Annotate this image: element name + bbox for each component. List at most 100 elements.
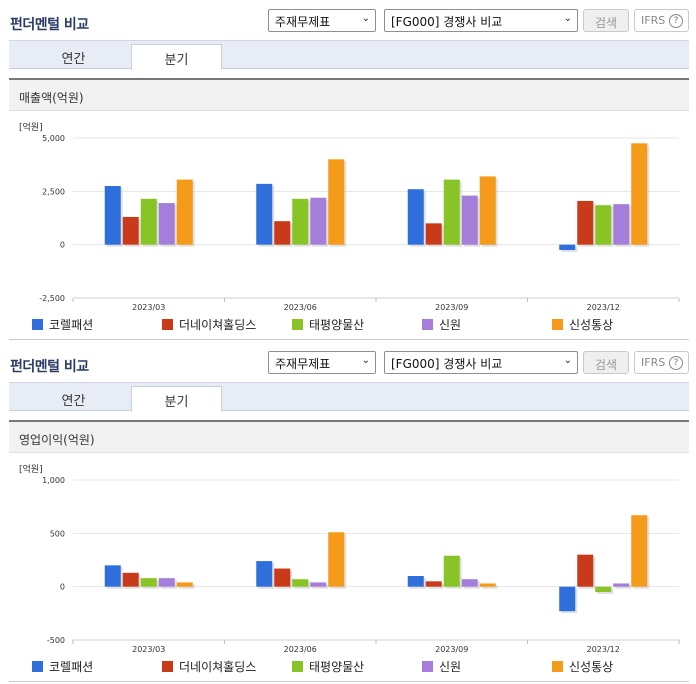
legend-item[interactable]: 신성통상: [552, 316, 613, 333]
legend-item[interactable]: 신성통상: [552, 658, 613, 675]
bar: [310, 197, 327, 245]
search-button[interactable]: 검색: [583, 9, 629, 32]
bar: [595, 586, 612, 592]
legend-item[interactable]: 신원: [422, 658, 461, 675]
compare-group-select[interactable]: [FG000] 경쟁사 비교 ⌄: [384, 9, 578, 32]
chart-header: 영업이익(억원): [9, 422, 689, 453]
bar: [577, 554, 594, 587]
bar: [613, 204, 630, 245]
compare-group-value: [FG000] 경쟁사 비교: [391, 15, 503, 29]
x-tick-label: 2023/06: [284, 645, 317, 654]
bar: [613, 583, 630, 587]
ifrs-button[interactable]: IFRS ?: [634, 9, 689, 32]
bar: [176, 179, 193, 245]
fundamental-section-sales: 펀더멘털 비교 주재무제표 ⌄ [FG000] 경쟁사 비교 ⌄ 검색 IFRS…: [9, 9, 689, 340]
bar: [631, 515, 648, 587]
fundamental-section-operating-profit: 펀더멘털 비교 주재무제표 ⌄ [FG000] 경쟁사 비교 ⌄ 검색 IFRS…: [0, 342, 696, 684]
legend-swatch: [552, 319, 563, 330]
bar: [104, 186, 121, 245]
search-button[interactable]: 검색: [583, 351, 629, 374]
bar: [158, 203, 175, 245]
legend-label: 코렐패션: [49, 660, 94, 674]
compare-group-select[interactable]: [FG000] 경쟁사 비교 ⌄: [384, 351, 578, 374]
legend-item[interactable]: 코렐패션: [32, 658, 93, 675]
section-title: 펀더멘털 비교: [10, 17, 89, 33]
ifrs-button[interactable]: IFRS ?: [634, 351, 689, 374]
tab-annual[interactable]: 연간: [61, 394, 86, 409]
ifrs-label: IFRS: [641, 356, 666, 369]
bar: [292, 198, 309, 245]
legend-swatch: [422, 661, 433, 672]
statement-type-value: 주재무제표: [275, 357, 331, 371]
x-tick-label: 2023/12: [587, 303, 620, 312]
bar: [577, 200, 594, 245]
bar: [256, 183, 273, 245]
x-tick-label: 2023/09: [435, 303, 468, 312]
bar: [328, 159, 345, 245]
legend-swatch: [292, 319, 303, 330]
bar: [256, 561, 273, 587]
tab-quarterly[interactable]: 분기: [131, 44, 222, 70]
chevron-down-icon: ⌄: [361, 13, 370, 24]
bar-shadow: [615, 585, 632, 589]
statement-type-value: 주재무제표: [275, 15, 331, 29]
bar: [479, 176, 496, 245]
legend-item[interactable]: 더네이쳐홀딩스: [162, 658, 256, 675]
section-title: 펀더멘털 비교: [10, 359, 89, 375]
statement-type-select[interactable]: 주재무제표 ⌄: [268, 351, 376, 374]
tab-annual[interactable]: 연간: [61, 52, 86, 67]
y-tick-label: 0: [60, 583, 65, 592]
legend-label: 더네이쳐홀딩스: [179, 660, 257, 674]
legend-item[interactable]: 코렐패션: [32, 316, 93, 333]
x-tick-label: 2023/03: [132, 645, 165, 654]
y-tick-label: 500: [50, 529, 65, 538]
help-icon[interactable]: ?: [669, 14, 683, 28]
bar: [443, 179, 460, 245]
bar: [274, 568, 291, 587]
x-tick-label: 2023/06: [284, 303, 317, 312]
chart-legend: 코렐패션 더네이쳐홀딩스 태평양물산 신원 신성통상: [32, 658, 672, 674]
bar: [479, 583, 496, 587]
bar-shadow: [481, 585, 498, 589]
bar: [140, 578, 157, 587]
bar: [176, 582, 193, 587]
legend-label: 태평양물산: [309, 660, 365, 674]
y-tick-label: 1,000: [42, 476, 65, 485]
statement-type-select[interactable]: 주재무제표 ⌄: [268, 9, 376, 32]
legend-swatch: [292, 661, 303, 672]
bar: [122, 216, 139, 245]
bar: [104, 565, 121, 587]
bar: [292, 579, 309, 587]
legend-swatch: [162, 319, 173, 330]
chart-header: 매출액(억원): [9, 80, 689, 111]
x-tick-label: 2023/12: [587, 645, 620, 654]
legend-swatch: [32, 661, 43, 672]
legend-label: 신성통상: [569, 318, 614, 332]
bar: [461, 195, 478, 245]
y-tick-label: -500: [47, 636, 65, 645]
legend-item[interactable]: 더네이쳐홀딩스: [162, 316, 256, 333]
bar: [559, 244, 576, 250]
bar: [595, 205, 612, 245]
ifrs-label: IFRS: [641, 14, 666, 27]
bar: [425, 581, 442, 587]
chart-panel-operating-profit: 영업이익(억원) [억원] 1,000 500 0 -500 2023/03 2023/0…: [9, 420, 689, 682]
chevron-down-icon: ⌄: [361, 355, 370, 366]
y-tick-label: 0: [60, 241, 65, 250]
bar: [425, 223, 442, 245]
legend-item[interactable]: 태평양물산: [292, 316, 364, 333]
legend-label: 신원: [439, 660, 462, 674]
legend-label: 더네이쳐홀딩스: [179, 318, 257, 332]
bar: [559, 586, 576, 612]
help-icon[interactable]: ?: [669, 356, 683, 370]
legend-label: 신원: [439, 318, 462, 332]
legend-item[interactable]: 태평양물산: [292, 658, 364, 675]
chart-legend: 코렐패션 더네이쳐홀딩스 태평양물산 신원 신성통상: [32, 316, 672, 332]
compare-group-value: [FG000] 경쟁사 비교: [391, 357, 503, 371]
bar-chart-operating-profit: 1,000 500 0 -500 2023/03 2023/06 2023/09 2023/1…: [42, 476, 680, 654]
tab-quarterly[interactable]: 분기: [131, 386, 222, 412]
chevron-down-icon: ⌄: [563, 13, 572, 24]
chevron-down-icon: ⌄: [563, 355, 572, 366]
legend-item[interactable]: 신원: [422, 316, 461, 333]
bar: [407, 576, 424, 587]
